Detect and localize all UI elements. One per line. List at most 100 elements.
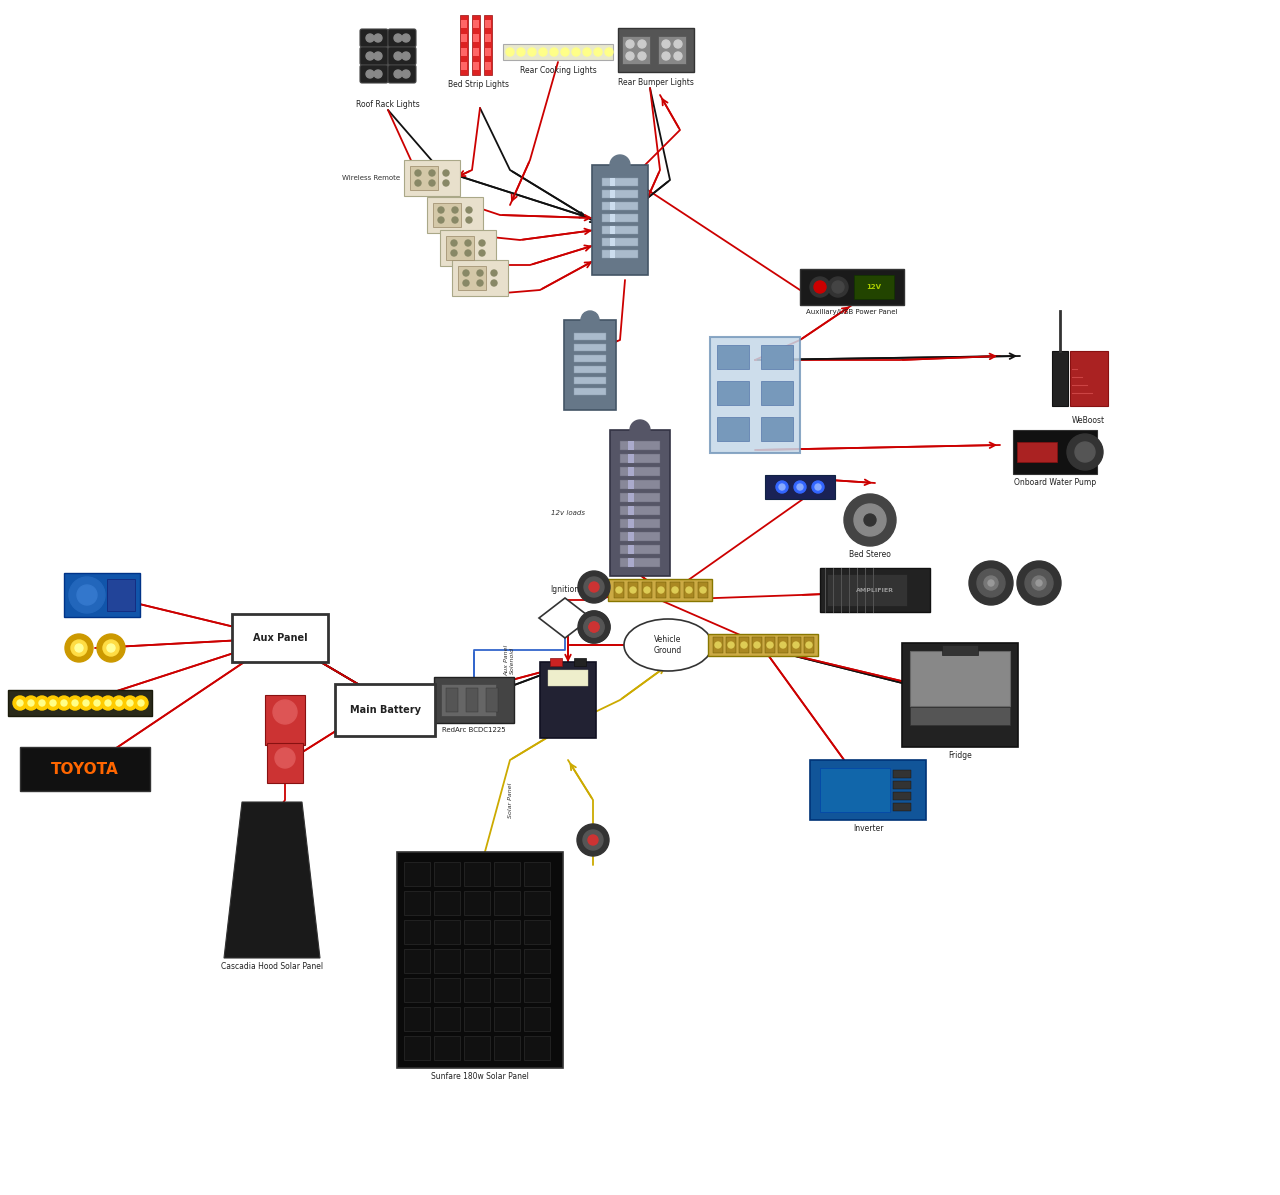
Text: Solar Panel: Solar Panel <box>507 783 512 817</box>
Circle shape <box>832 281 844 293</box>
Bar <box>404 920 430 944</box>
Bar <box>548 670 588 686</box>
Circle shape <box>374 33 381 42</box>
Text: Bed Strip Lights: Bed Strip Lights <box>448 80 508 88</box>
Circle shape <box>415 180 421 186</box>
Bar <box>434 1036 460 1060</box>
Circle shape <box>644 587 650 593</box>
Bar <box>268 743 303 783</box>
Bar <box>232 614 328 662</box>
Bar <box>902 643 1018 747</box>
Circle shape <box>741 642 748 648</box>
Circle shape <box>630 587 636 593</box>
Bar <box>474 62 479 71</box>
Bar <box>1018 442 1057 462</box>
Bar <box>810 760 925 820</box>
Bar <box>765 637 774 652</box>
Bar <box>753 637 762 652</box>
Bar <box>710 337 800 453</box>
Bar <box>827 574 908 606</box>
Circle shape <box>479 250 485 256</box>
Circle shape <box>123 695 137 710</box>
Text: TOYOTA: TOYOTA <box>51 761 119 777</box>
Bar <box>893 770 911 778</box>
Bar <box>524 891 550 915</box>
Bar <box>573 344 605 351</box>
FancyBboxPatch shape <box>388 65 416 82</box>
Bar <box>442 684 497 716</box>
Circle shape <box>429 170 435 176</box>
Bar <box>64 572 140 617</box>
Bar <box>465 1036 490 1060</box>
Circle shape <box>984 576 998 590</box>
Circle shape <box>394 71 402 78</box>
Circle shape <box>273 700 297 724</box>
Bar <box>461 33 467 42</box>
Circle shape <box>443 180 449 186</box>
Bar <box>910 651 1010 706</box>
Bar <box>503 44 613 60</box>
Bar <box>620 441 660 451</box>
Circle shape <box>438 217 444 223</box>
Circle shape <box>1075 442 1094 462</box>
Circle shape <box>675 39 682 48</box>
Circle shape <box>582 48 591 56</box>
Circle shape <box>93 700 100 706</box>
Bar <box>618 27 694 72</box>
Bar <box>404 891 430 915</box>
Circle shape <box>463 270 468 276</box>
Bar <box>602 250 637 258</box>
Bar <box>726 637 736 652</box>
Bar <box>434 949 460 973</box>
Bar <box>465 891 490 915</box>
Bar <box>540 662 596 739</box>
Circle shape <box>374 53 381 60</box>
Bar <box>628 532 634 541</box>
Circle shape <box>579 571 611 603</box>
Text: Bed Stereo: Bed Stereo <box>849 550 891 559</box>
Circle shape <box>127 700 133 706</box>
Bar <box>20 747 150 791</box>
Bar <box>397 852 563 1068</box>
Circle shape <box>452 217 458 223</box>
Circle shape <box>658 587 664 593</box>
Circle shape <box>138 700 143 706</box>
Bar <box>460 16 468 75</box>
Circle shape <box>24 695 38 710</box>
FancyBboxPatch shape <box>388 29 416 47</box>
Bar <box>465 949 490 973</box>
Circle shape <box>465 240 471 246</box>
Bar <box>717 345 749 369</box>
Bar <box>434 678 515 723</box>
Circle shape <box>366 71 374 78</box>
Circle shape <box>415 170 421 176</box>
Bar <box>484 16 492 75</box>
Bar <box>494 978 520 1001</box>
Circle shape <box>611 155 630 174</box>
Bar <box>762 417 794 441</box>
Bar <box>404 978 430 1001</box>
Bar <box>893 803 911 811</box>
Bar <box>8 690 152 716</box>
Circle shape <box>70 641 87 656</box>
Circle shape <box>776 482 788 494</box>
Bar <box>564 320 616 410</box>
Circle shape <box>854 504 886 537</box>
Circle shape <box>465 250 471 256</box>
Circle shape <box>605 48 613 56</box>
Bar <box>591 165 648 275</box>
Text: WeBoost: WeBoost <box>1071 416 1105 425</box>
Circle shape <box>108 644 115 652</box>
Bar <box>434 1007 460 1031</box>
Circle shape <box>76 644 83 652</box>
Bar <box>910 707 1010 725</box>
Circle shape <box>429 180 435 186</box>
Text: Rear Bumper Lights: Rear Bumper Lights <box>618 78 694 87</box>
Circle shape <box>1025 569 1053 598</box>
Circle shape <box>17 700 23 706</box>
Circle shape <box>767 642 773 648</box>
Circle shape <box>589 582 599 592</box>
Bar <box>791 637 801 652</box>
Circle shape <box>83 700 90 706</box>
Bar <box>428 197 483 233</box>
